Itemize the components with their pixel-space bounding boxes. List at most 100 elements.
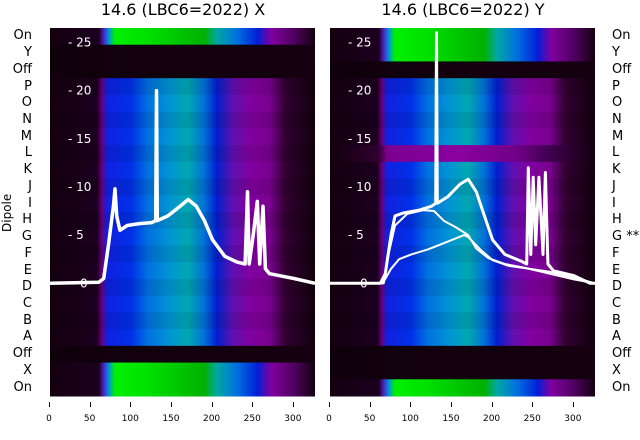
x-tick [450, 402, 452, 407]
row-label: On [612, 28, 631, 44]
heatmap-row-shade [50, 111, 315, 129]
x-tick [491, 402, 493, 407]
row-label: I [612, 195, 616, 211]
x-tick-label: 50 [363, 414, 376, 424]
heatmap-row [50, 111, 315, 129]
overlay-y-tick-label: - 15 [348, 132, 371, 146]
row-label: Y [612, 45, 620, 61]
heatmap-row [50, 128, 315, 146]
row-label: D [21, 279, 32, 295]
x-tick-label: 150 [442, 414, 460, 424]
row-label: E [612, 262, 621, 278]
row-label: K [23, 162, 32, 178]
heatmap-row [50, 345, 315, 364]
heatmap-row-shade [50, 212, 315, 229]
row-label: E [23, 262, 32, 278]
heatmap-row-shade [50, 245, 315, 263]
heatmap-row-shade [50, 78, 315, 95]
row-label: O [21, 95, 32, 111]
overlay-y-tick-label: - 25 [348, 35, 371, 49]
heatmap-row [50, 61, 315, 79]
heatmap-row [50, 379, 315, 397]
heatmap-row-shade [50, 312, 315, 330]
overlay-y-tick-label: - 5 [68, 228, 84, 242]
x-tick [89, 402, 91, 407]
heatmap-row [50, 262, 315, 280]
heatmap-row [50, 295, 315, 313]
x-tick [369, 402, 371, 407]
heatmap-row [50, 312, 315, 330]
row-label: On [612, 379, 631, 395]
x-tick [211, 402, 213, 407]
heatmap-row [330, 61, 595, 79]
row-label: N [612, 112, 622, 127]
row-label: L [612, 145, 620, 161]
row-label: G ** [612, 229, 640, 245]
y-axis-label: Dipole [0, 193, 14, 232]
heatmap-row [330, 44, 595, 62]
x-tick [170, 402, 172, 407]
heatmap-row [50, 78, 315, 96]
row-label: N [22, 112, 32, 127]
heatmap-row [330, 78, 595, 96]
row-label: Off [612, 61, 632, 77]
x-tick-label: 200 [482, 414, 501, 424]
row-label: A [23, 329, 32, 345]
row-label: F [24, 245, 32, 261]
heatmap-row [50, 161, 315, 180]
row-label: O [612, 95, 623, 111]
row-label: C [22, 296, 32, 311]
series-line-trace [49, 88, 316, 286]
heatmap-row [50, 329, 315, 347]
heatmap-row-shade [50, 278, 315, 296]
row-label: P [24, 78, 32, 94]
heatmap-row-shade [330, 78, 595, 95]
x-tick [130, 402, 132, 407]
heatmap-row-shade [50, 145, 315, 162]
row-label: F [612, 245, 620, 261]
overlay-y-tick-label: - 20 [68, 84, 91, 98]
x-tick-label: 0 [326, 414, 332, 424]
x-tick-label: 150 [162, 414, 180, 424]
right-heatmap-panel: 0- 5- 10- 15- 20- 25 [330, 28, 596, 397]
heatmap-row-shade [330, 212, 595, 229]
heatmap-row [50, 28, 315, 46]
heatmap-row [330, 94, 595, 113]
row-label: J [28, 178, 32, 194]
heatmap-row [330, 145, 595, 163]
heatmap-row [330, 345, 595, 364]
overlay-y-tick-label: - 20 [348, 84, 371, 98]
row-label: B [612, 312, 621, 328]
row-label: X [612, 362, 621, 378]
heatmap-row [330, 245, 595, 263]
row-label: K [612, 162, 621, 178]
heatmap-row [330, 128, 595, 146]
x-tick [292, 402, 294, 407]
overlay-y-tick-label: - 10 [348, 180, 371, 194]
x-tick [252, 402, 254, 407]
row-label: L [24, 145, 32, 161]
x-tick-label: 300 [284, 414, 302, 424]
heatmap-row [330, 278, 595, 297]
heatmap-row [50, 228, 315, 246]
heatmap-row [50, 94, 315, 113]
row-label: P [612, 78, 620, 94]
x-tick-label: 250 [243, 414, 261, 424]
series-line-trace-3 [330, 209, 596, 285]
overlay-y-tick-label: - 5 [348, 228, 364, 242]
x-tick-label: 200 [202, 414, 221, 424]
row-label: H [612, 212, 622, 228]
row-label: On [13, 28, 32, 44]
heatmap-row-shade [330, 245, 595, 263]
heatmap-row [330, 312, 595, 330]
row-label: H [22, 212, 32, 228]
row-label: Off [12, 61, 32, 77]
x-tick [532, 402, 534, 407]
x-tick-label: 300 [564, 414, 582, 424]
heatmap-row [330, 28, 595, 46]
left-heatmap-panel: 0- 5- 10- 15- 20- 25 [49, 28, 316, 397]
row-label: D [612, 279, 623, 295]
left-chart-title: 14.6 (LBC6=2022) X [100, 0, 266, 19]
row-label: I [28, 195, 32, 211]
row-label: X [23, 362, 32, 378]
